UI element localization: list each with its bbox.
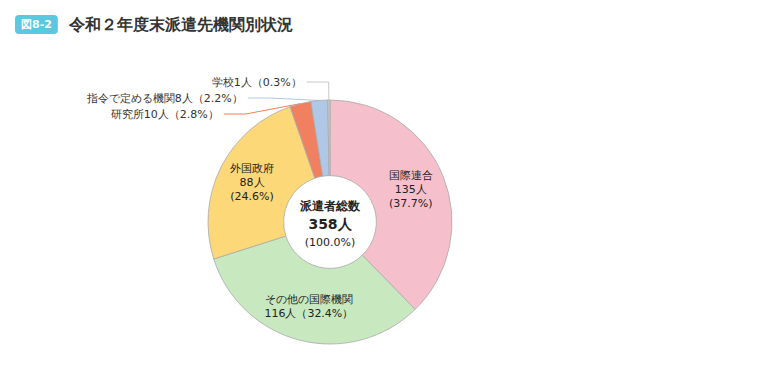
svg-text:(100.0%): (100.0%) xyxy=(305,236,356,249)
svg-text:令和２年度末派遣先機関別状況: 令和２年度末派遣先機関別状況 xyxy=(58,15,293,34)
svg-text:図8-2: 図8-2 xyxy=(21,18,52,31)
svg-text:派遣者総数: 派遣者総数 xyxy=(299,199,361,213)
svg-text:(37.7%): (37.7%) xyxy=(389,197,433,210)
svg-text:(24.6%): (24.6%) xyxy=(230,190,274,203)
svg-text:358人: 358人 xyxy=(308,216,352,232)
svg-text:116人（32.4%）: 116人（32.4%） xyxy=(264,307,353,320)
svg-text:その他の国際機関: その他の国際機関 xyxy=(265,293,353,306)
svg-text:外国政府: 外国政府 xyxy=(230,162,274,175)
svg-text:指令で定める機関8人（2.2%）: 指令で定める機関8人（2.2%） xyxy=(86,92,243,105)
svg-text:学校1人（0.3%）: 学校1人（0.3%） xyxy=(212,76,302,89)
svg-text:国際連合: 国際連合 xyxy=(389,169,433,182)
svg-text:135人: 135人 xyxy=(395,183,427,196)
svg-text:88人: 88人 xyxy=(240,176,265,189)
svg-text:研究所10人（2.8%）: 研究所10人（2.8%） xyxy=(111,108,219,121)
